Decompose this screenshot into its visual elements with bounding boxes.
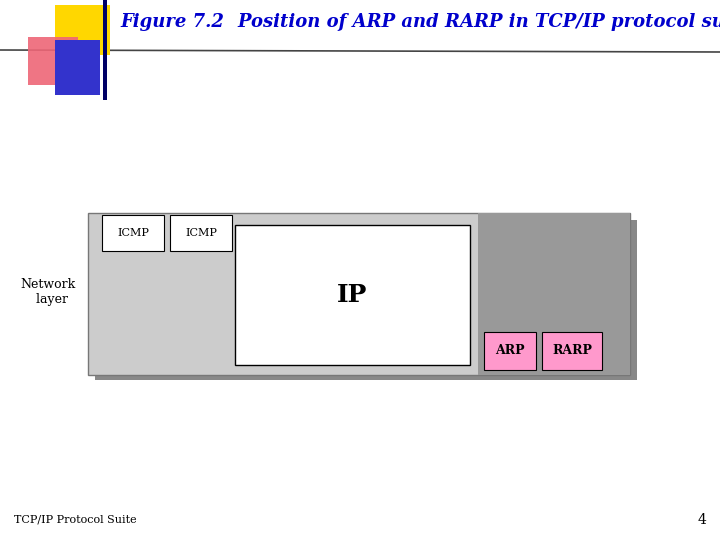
Text: RARP: RARP [552, 345, 592, 357]
Text: Network
  layer: Network layer [20, 278, 76, 306]
Bar [102, 215, 164, 251]
Bar [55, 5, 110, 55]
Text: 4: 4 [697, 513, 706, 527]
Text: Figure 7.2: Figure 7.2 [120, 13, 224, 31]
Bar [55, 40, 100, 95]
Bar [88, 213, 630, 375]
Text: ICMP: ICMP [185, 228, 217, 238]
Bar [28, 37, 78, 85]
Text: IP: IP [337, 283, 367, 307]
Bar [235, 225, 470, 365]
Bar [103, 0, 107, 100]
Bar [484, 332, 536, 370]
Bar [95, 220, 637, 380]
Text: ICMP: ICMP [117, 228, 149, 238]
Bar [170, 215, 232, 251]
Bar [542, 332, 602, 370]
Bar [478, 213, 630, 375]
Text: ARP: ARP [495, 345, 525, 357]
Text: Position of ARP and RARP in TCP/IP protocol suite: Position of ARP and RARP in TCP/IP proto… [213, 13, 720, 31]
Text: TCP/IP Protocol Suite: TCP/IP Protocol Suite [14, 515, 137, 525]
